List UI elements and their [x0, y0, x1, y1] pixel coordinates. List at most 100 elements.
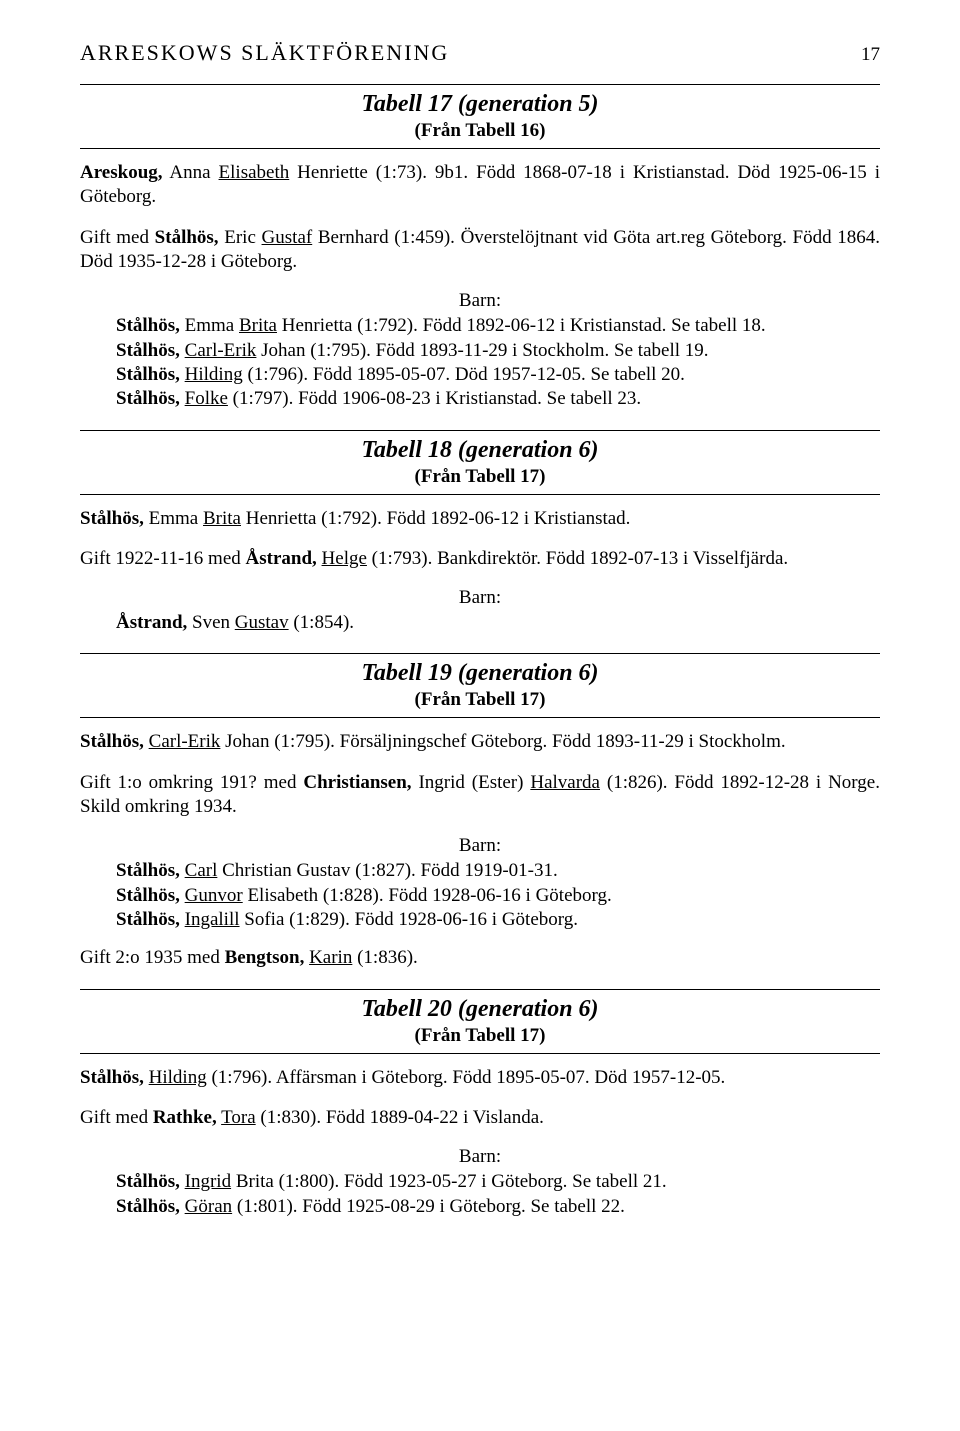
surname: Stålhös, [116, 340, 180, 361]
text: (1:797). Född 1906-08-23 i Kristianstad.… [228, 388, 641, 409]
given-name: Gustav [235, 612, 289, 633]
children-list: Stålhös, Ingrid Brita (1:800). Född 1923… [80, 1170, 880, 1219]
given-name: Karin [309, 947, 352, 968]
given-name: Carl-Erik [149, 731, 221, 752]
text: Gift 2:o 1935 med [80, 947, 225, 968]
text: Gift med [80, 1107, 153, 1128]
given-name: Halvarda [530, 772, 600, 793]
rule [80, 1053, 880, 1054]
paragraph: Gift 1922-11-16 med Åstrand, Helge (1:79… [80, 547, 880, 571]
paragraph: Gift med Stålhös, Eric Gustaf Bernhard (… [80, 226, 880, 275]
surname: Stålhös, [116, 885, 180, 906]
text: Anna [163, 162, 219, 183]
children-label: Barn: [80, 587, 880, 609]
rule [80, 148, 880, 149]
given-name: Göran [185, 1196, 232, 1217]
children-label: Barn: [80, 290, 880, 312]
rule [80, 84, 880, 85]
rule [80, 717, 880, 718]
section-subtitle: (Från Tabell 16) [80, 120, 880, 142]
surname: Stålhös, [116, 364, 180, 385]
given-name: Helge [322, 548, 367, 569]
text: (1:793). Bankdirektör. Född 1892-07-13 i… [367, 548, 788, 569]
rule [80, 494, 880, 495]
text: Brita (1:800). Född 1923-05-27 i Götebor… [231, 1171, 667, 1192]
given-name: Ingalill [185, 909, 240, 930]
surname: Stålhös, [116, 388, 180, 409]
child-entry: Stålhös, Ingalill Sofia (1:829). Född 19… [116, 908, 880, 932]
section-title: Tabell 18 (generation 6) [80, 437, 880, 464]
child-entry: Stålhös, Folke (1:797). Född 1906-08-23 … [116, 387, 880, 411]
text: (1:854). [289, 612, 354, 633]
section-title: Tabell 19 (generation 6) [80, 660, 880, 687]
header-title: ARRESKOWS SLÄKTFÖRENING [80, 40, 449, 66]
rule [80, 430, 880, 431]
child-entry: Stålhös, Carl-Erik Johan (1:795). Född 1… [116, 339, 880, 363]
given-name: Gunvor [185, 885, 243, 906]
text: Henrietta (1:792). Född 1892-06-12 i Kri… [277, 315, 766, 336]
children-list: Stålhös, Carl Christian Gustav (1:827). … [80, 859, 880, 932]
page-header: ARRESKOWS SLÄKTFÖRENING 17 [80, 40, 880, 66]
paragraph: Areskoug, Anna Elisabeth Henriette (1:73… [80, 161, 880, 210]
text: Henrietta (1:792). Född 1892-06-12 i Kri… [241, 508, 630, 529]
text: (1:830). Född 1889-04-22 i Vislanda. [256, 1107, 544, 1128]
surname: Rathke, [153, 1107, 217, 1128]
text: (1:796). Född 1895-05-07. Död 1957-12-05… [243, 364, 685, 385]
section-title: Tabell 17 (generation 5) [80, 91, 880, 118]
given-name: Tora [221, 1107, 256, 1128]
text: Johan (1:795). Född 1893-11-29 i Stockho… [256, 340, 708, 361]
surname: Stålhös, [116, 860, 180, 881]
given-name: Gustaf [262, 227, 313, 248]
given-name: Folke [185, 388, 228, 409]
surname: Stålhös, [116, 1196, 180, 1217]
given-name: Hilding [185, 364, 243, 385]
given-name: Brita [203, 508, 241, 529]
surname: Åstrand, [246, 548, 317, 569]
section-subtitle: (Från Tabell 17) [80, 1025, 880, 1047]
surname: Stålhös, [155, 227, 219, 248]
text: Gift med [80, 227, 155, 248]
text: Johan (1:795). Försäljningschef Göteborg… [220, 731, 785, 752]
surname: Åstrand, [116, 612, 187, 633]
given-name: Elisabeth [219, 162, 290, 183]
page: ARRESKOWS SLÄKTFÖRENING 17 Tabell 17 (ge… [0, 0, 960, 1273]
given-name: Hilding [149, 1067, 207, 1088]
rule [80, 989, 880, 990]
section-17: Areskoug, Anna Elisabeth Henriette (1:73… [80, 161, 880, 412]
paragraph: Stålhös, Hilding (1:796). Affärsman i Gö… [80, 1066, 880, 1090]
page-number: 17 [861, 44, 880, 66]
text: (1:796). Affärsman i Göteborg. Född 1895… [207, 1067, 726, 1088]
section-20: Stålhös, Hilding (1:796). Affärsman i Gö… [80, 1066, 880, 1219]
given-name: Ingrid [185, 1171, 231, 1192]
surname: Bengtson, [225, 947, 305, 968]
surname: Stålhös, [80, 731, 144, 752]
surname: Christiansen, [303, 772, 411, 793]
children-list: Stålhös, Emma Brita Henrietta (1:792). F… [80, 314, 880, 411]
surname: Stålhös, [116, 315, 180, 336]
section-title: Tabell 20 (generation 6) [80, 996, 880, 1023]
surname: Stålhös, [80, 1067, 144, 1088]
paragraph: Gift 2:o 1935 med Bengtson, Karin (1:836… [80, 946, 880, 970]
child-entry: Stålhös, Carl Christian Gustav (1:827). … [116, 859, 880, 883]
paragraph: Gift med Rathke, Tora (1:830). Född 1889… [80, 1106, 880, 1130]
paragraph: Stålhös, Emma Brita Henrietta (1:792). F… [80, 507, 880, 531]
children-label: Barn: [80, 1146, 880, 1168]
text: Emma [180, 315, 239, 336]
surname: Stålhös, [116, 1171, 180, 1192]
child-entry: Åstrand, Sven Gustav (1:854). [116, 611, 880, 635]
paragraph: Stålhös, Carl-Erik Johan (1:795). Försäl… [80, 730, 880, 754]
text: Sven [187, 612, 235, 633]
text: Emma [144, 508, 203, 529]
text: Ingrid (Ester) [412, 772, 531, 793]
surname: Stålhös, [116, 909, 180, 930]
children-label: Barn: [80, 835, 880, 857]
text: Gift 1922-11-16 med [80, 548, 246, 569]
given-name: Carl [185, 860, 218, 881]
child-entry: Stålhös, Ingrid Brita (1:800). Född 1923… [116, 1170, 880, 1194]
given-name: Brita [239, 315, 277, 336]
section-subtitle: (Från Tabell 17) [80, 466, 880, 488]
text: Sofia (1:829). Född 1928-06-16 i Götebor… [240, 909, 578, 930]
child-entry: Stålhös, Göran (1:801). Född 1925-08-29 … [116, 1195, 880, 1219]
text: (1:836). [352, 947, 417, 968]
surname: Stålhös, [80, 508, 144, 529]
